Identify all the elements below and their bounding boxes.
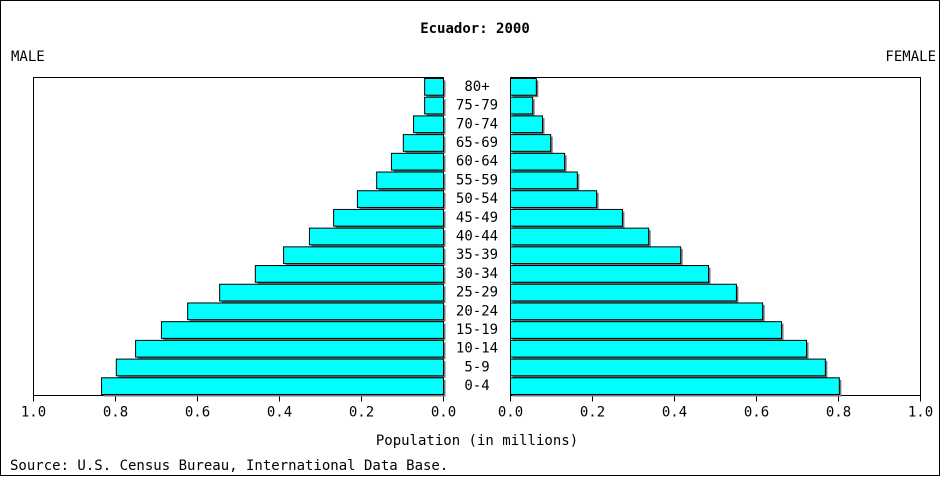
x-tick-label: 0.4 bbox=[267, 405, 292, 421]
bar bbox=[510, 78, 537, 96]
source: Source: U.S. Census Bureau, Internationa… bbox=[10, 458, 448, 474]
bar bbox=[402, 134, 445, 152]
bar bbox=[333, 208, 444, 227]
age-label: 35-39 bbox=[456, 247, 498, 263]
bar bbox=[413, 115, 445, 134]
male-label: MALE bbox=[11, 49, 45, 65]
x-tick-label: 1.0 bbox=[21, 405, 46, 421]
bar bbox=[510, 321, 783, 339]
bar bbox=[160, 321, 444, 339]
bar bbox=[308, 227, 444, 246]
x-tick-label: 0.4 bbox=[662, 405, 687, 421]
bar bbox=[219, 283, 444, 302]
bar bbox=[510, 339, 808, 358]
age-label: 5-9 bbox=[464, 359, 489, 375]
bar bbox=[510, 96, 534, 115]
bar bbox=[283, 246, 444, 265]
chart-title: Ecuador: 2000 bbox=[420, 21, 530, 37]
age-label: 80+ bbox=[464, 79, 489, 95]
bar bbox=[510, 377, 840, 396]
bar bbox=[510, 246, 682, 265]
bar bbox=[376, 171, 445, 190]
bar bbox=[510, 115, 543, 134]
x-tick-label: 0.0 bbox=[498, 405, 523, 421]
bar bbox=[510, 227, 650, 246]
bar bbox=[254, 265, 444, 283]
x-tick-label: 0.0 bbox=[431, 405, 456, 421]
age-label: 65-69 bbox=[456, 135, 498, 151]
x-tick-label: 1.0 bbox=[908, 405, 933, 421]
age-label: 0-4 bbox=[464, 378, 489, 394]
age-label: 15-19 bbox=[456, 322, 498, 338]
x-tick-label: 0.6 bbox=[185, 405, 210, 421]
bar bbox=[424, 78, 445, 96]
bar bbox=[356, 190, 444, 208]
bar bbox=[390, 152, 444, 171]
age-label: 75-79 bbox=[456, 98, 498, 114]
age-label: 50-54 bbox=[456, 191, 498, 207]
bar bbox=[510, 283, 737, 302]
age-label: 25-29 bbox=[456, 285, 498, 301]
age-label: 60-64 bbox=[456, 154, 498, 170]
age-label: 40-44 bbox=[456, 229, 498, 245]
bar bbox=[510, 208, 623, 227]
age-label: 20-24 bbox=[456, 303, 498, 319]
age-label: 55-59 bbox=[456, 172, 498, 188]
x-tick-label: 0.2 bbox=[580, 405, 605, 421]
x-tick-label: 0.6 bbox=[744, 405, 769, 421]
x-axis-label: Population (in millions) bbox=[376, 433, 578, 449]
bar bbox=[510, 152, 566, 171]
bar bbox=[135, 339, 444, 358]
bar bbox=[510, 302, 764, 321]
age-label: 10-14 bbox=[456, 341, 498, 357]
age-label: 45-49 bbox=[456, 210, 498, 226]
bar bbox=[115, 358, 444, 377]
bar bbox=[187, 302, 444, 321]
x-tick-label: 0.8 bbox=[826, 405, 851, 421]
bar bbox=[424, 96, 445, 115]
x-tick-label: 0.8 bbox=[103, 405, 128, 421]
bar bbox=[510, 134, 552, 152]
bar bbox=[101, 377, 444, 396]
bar bbox=[510, 265, 710, 283]
female-label: FEMALE bbox=[885, 49, 936, 65]
bar bbox=[510, 171, 578, 190]
age-label: 30-34 bbox=[456, 266, 498, 282]
bar bbox=[510, 358, 826, 377]
age-label: 70-74 bbox=[456, 116, 498, 132]
x-tick-label: 0.2 bbox=[349, 405, 374, 421]
bar bbox=[510, 190, 598, 208]
